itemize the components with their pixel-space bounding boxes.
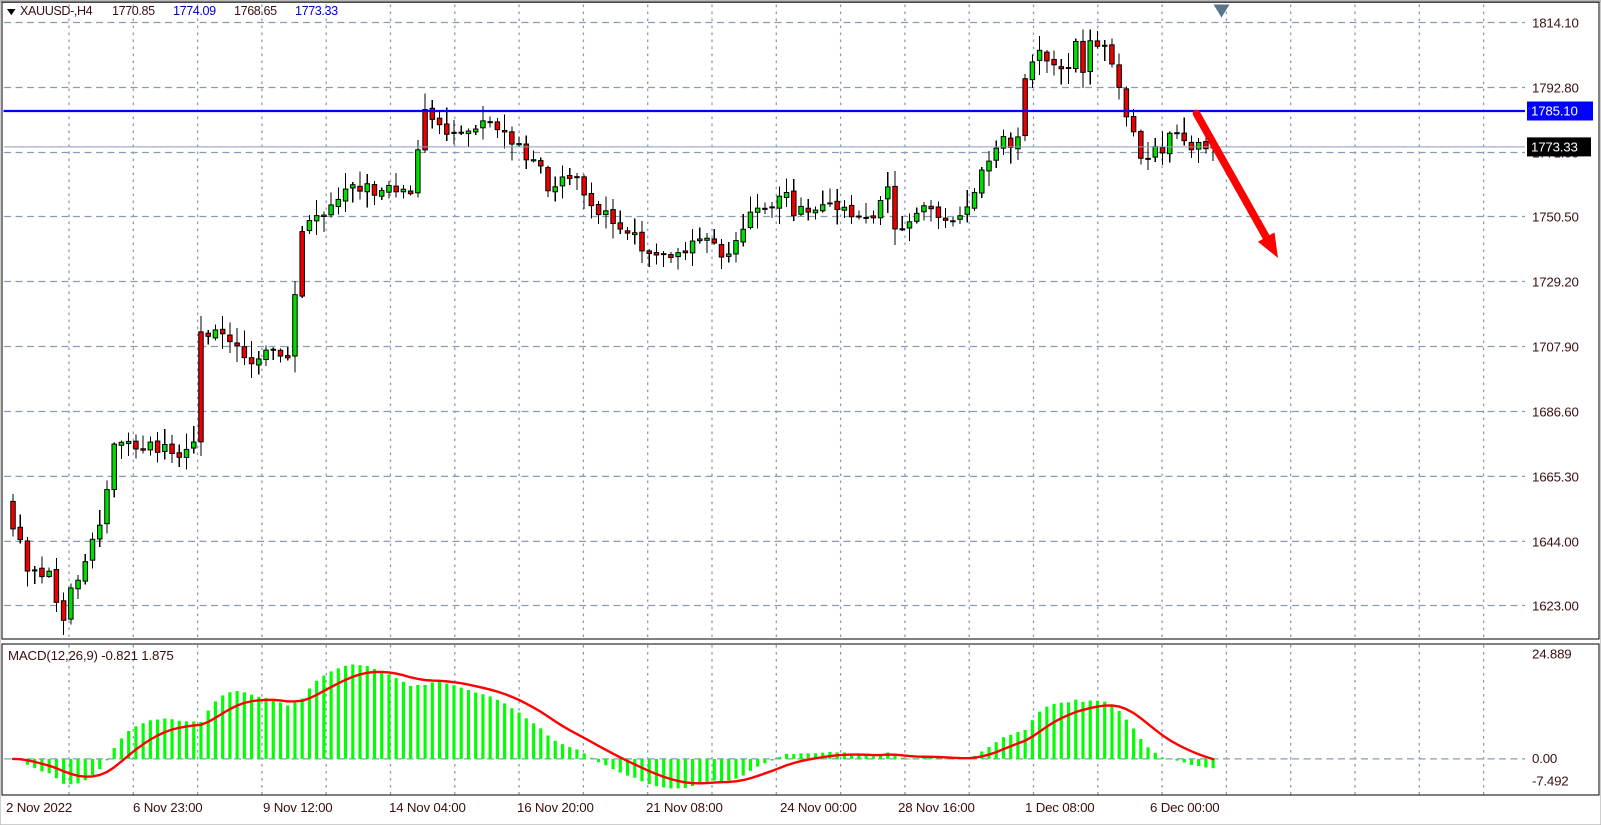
svg-text:1768.65: 1768.65 xyxy=(234,4,277,18)
svg-text:1750.50: 1750.50 xyxy=(1532,210,1579,225)
svg-text:1773.33: 1773.33 xyxy=(1531,139,1578,154)
svg-text:1 Dec 08:00: 1 Dec 08:00 xyxy=(1025,800,1095,815)
svg-text:1729.20: 1729.20 xyxy=(1532,275,1579,290)
svg-text:16 Nov 20:00: 16 Nov 20:00 xyxy=(517,800,594,815)
svg-text:2 Nov 2022: 2 Nov 2022 xyxy=(6,800,72,815)
svg-text:21 Nov 08:00: 21 Nov 08:00 xyxy=(646,800,723,815)
svg-text:28 Nov 16:00: 28 Nov 16:00 xyxy=(898,800,975,815)
svg-text:1623.00: 1623.00 xyxy=(1532,599,1579,614)
svg-text:6 Nov 23:00: 6 Nov 23:00 xyxy=(133,800,203,815)
svg-text:1785.10: 1785.10 xyxy=(1531,104,1578,119)
svg-text:24.889: 24.889 xyxy=(1532,647,1571,662)
svg-text:14 Nov 04:00: 14 Nov 04:00 xyxy=(389,800,466,815)
svg-text:1774.09: 1774.09 xyxy=(173,4,216,18)
svg-text:1707.90: 1707.90 xyxy=(1532,340,1579,355)
svg-text:XAUUSD-,H4: XAUUSD-,H4 xyxy=(20,4,93,18)
svg-text:0.00: 0.00 xyxy=(1532,751,1557,766)
svg-text:1644.00: 1644.00 xyxy=(1532,534,1579,549)
svg-text:1773.33: 1773.33 xyxy=(295,4,338,18)
svg-text:-7.492: -7.492 xyxy=(1532,773,1569,788)
svg-text:1665.30: 1665.30 xyxy=(1532,469,1579,484)
svg-text:1792.80: 1792.80 xyxy=(1532,81,1579,96)
svg-text:24 Nov 00:00: 24 Nov 00:00 xyxy=(780,800,857,815)
svg-text:1814.10: 1814.10 xyxy=(1532,16,1579,31)
svg-text:1686.60: 1686.60 xyxy=(1532,405,1579,420)
svg-text:MACD(12,26,9) -0.821 1.875: MACD(12,26,9) -0.821 1.875 xyxy=(8,648,174,663)
svg-text:1770.85: 1770.85 xyxy=(112,4,155,18)
svg-text:6 Dec 00:00: 6 Dec 00:00 xyxy=(1150,800,1220,815)
svg-text:9 Nov 12:00: 9 Nov 12:00 xyxy=(263,800,333,815)
